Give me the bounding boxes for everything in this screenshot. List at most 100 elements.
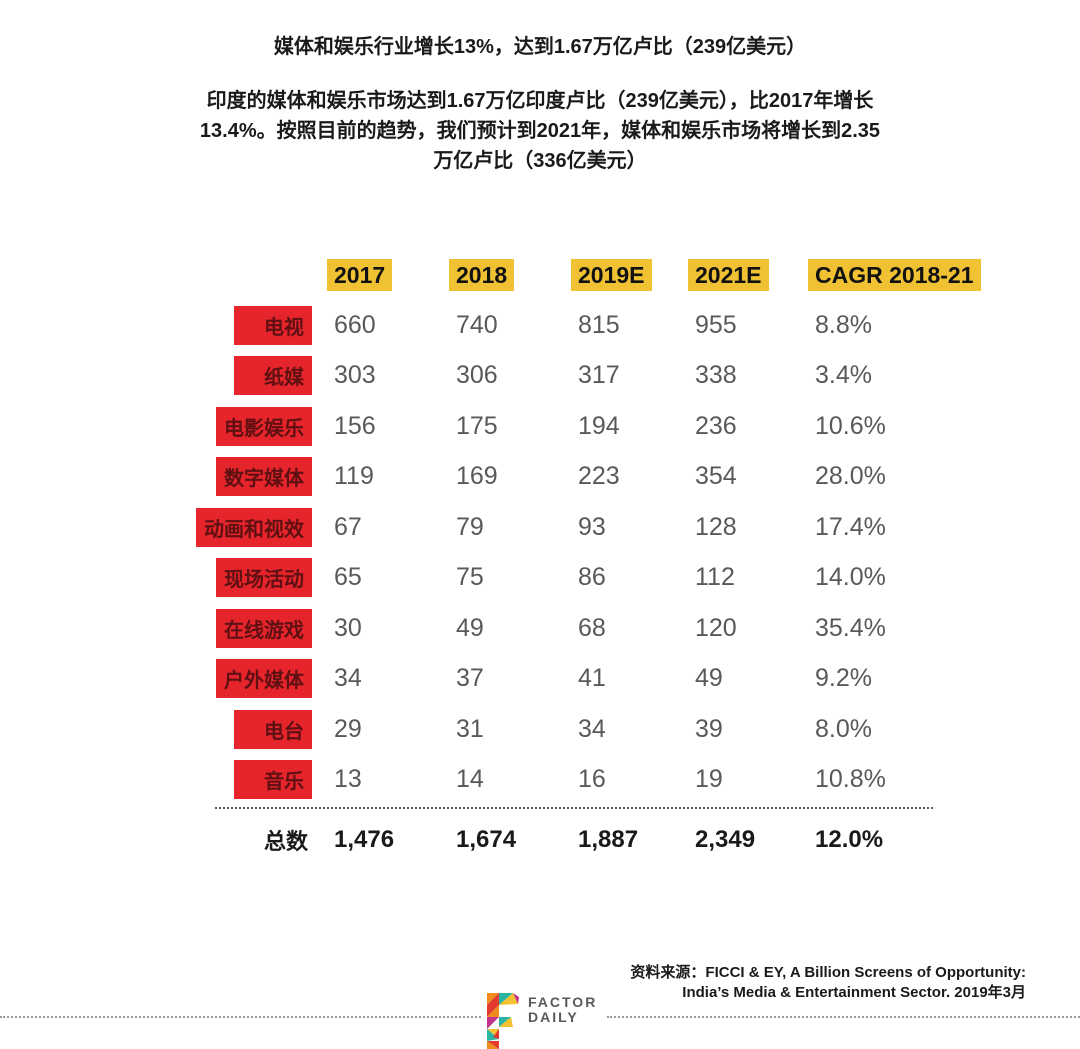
table-header-row: 2017 2018 2019E 2021E CAGR 2018-21 [0,250,1080,300]
column-header-cell: 2021E [673,259,793,291]
column-header-highlight: 2017 [327,259,393,291]
row-label-highlight: 纸媒 [234,356,312,396]
cell-value: 14.0% [815,563,886,592]
cell-value: 128 [695,512,737,541]
cell-value: 9.2% [815,664,872,693]
cell-value: 303 [334,361,376,390]
row-label-highlight: 电台 [234,709,312,749]
cell-value: 39 [695,714,723,743]
row-label-cell: 电视 [0,305,312,345]
column-header-highlight: 2021E [688,259,769,291]
table-row: 在线游戏 30 49 68 120 35.4% [0,603,1080,654]
logo-word-factor: FACTOR [528,994,598,1010]
row-label-cell: 电影娱乐 [0,406,312,446]
table-row: 音乐 13 14 16 19 10.8% [0,755,1080,806]
cell-value: 119 [334,462,374,491]
cell-value: 3.4% [815,361,872,390]
cell-value: 68 [578,613,606,642]
row-label-highlight: 动画和视效 [196,507,312,547]
cell-value: 35.4% [815,613,886,642]
media-entertainment-table: 2017 2018 2019E 2021E CAGR 2018-21 电视 660 740 8… [0,250,1080,805]
total-value: 1,476 [334,826,395,853]
cell-value: 815 [578,310,620,339]
total-value: 2,349 [695,826,756,853]
table-row: 动画和视效 67 79 93 128 17.4% [0,502,1080,553]
table-row: 数字媒体 119 169 223 354 28.0% [0,452,1080,503]
cell-value: 49 [456,613,484,642]
cell-value: 8.8% [815,310,872,339]
row-label-highlight: 电视 [234,305,312,345]
row-label-cell: 动画和视效 [0,507,312,547]
total-separator-dotted-line [215,807,933,809]
cell-value: 34 [334,664,362,693]
cell-value: 169 [456,462,498,491]
cell-value: 14 [456,765,484,794]
column-header-cell: CAGR 2018-21 [793,259,1080,291]
cell-value: 49 [695,664,723,693]
column-header-cell: 2017 [312,259,434,291]
cell-value: 67 [334,512,362,541]
cell-value: 17.4% [815,512,886,541]
cell-value: 86 [578,563,606,592]
column-header-highlight: 2018 [449,259,515,291]
cell-value: 30 [334,613,362,642]
column-header-highlight: 2019E [571,259,652,291]
row-label-highlight: 现场活动 [216,558,312,598]
cell-value: 306 [456,361,498,390]
cell-value: 65 [334,563,362,592]
cell-value: 31 [456,714,484,743]
row-label-cell: 纸媒 [0,356,312,396]
cell-value: 740 [456,310,498,339]
row-label-cell: 在线游戏 [0,608,312,648]
cell-value: 317 [578,361,620,390]
footer-dotted-line-left [0,1016,481,1018]
page-title: 媒体和娱乐行业增长13%，达到1.67万亿卢比（239亿美元） [273,36,807,58]
cell-value: 236 [695,411,737,440]
cell-value: 28.0% [815,462,886,491]
cell-value: 19 [695,765,723,794]
source-line-2: India’s Media & Entertainment Sector. 20… [682,984,1026,1001]
cell-value: 194 [578,411,620,440]
cell-value: 120 [695,613,737,642]
cell-value: 112 [695,563,735,592]
cell-value: 29 [334,714,362,743]
cell-value: 41 [578,664,606,693]
row-label-highlight: 数字媒体 [216,457,312,497]
row-label-highlight: 音乐 [234,760,312,800]
row-label-cell: 现场活动 [0,558,312,598]
cell-value: 354 [695,462,737,491]
row-label-cell: 户外媒体 [0,659,312,699]
cell-value: 223 [578,462,620,491]
total-label: 总数 [263,829,308,854]
table-row: 电影娱乐 156 175 194 236 10.6% [0,401,1080,452]
cell-value: 8.0% [815,714,872,743]
table-total-row: 总数 1,476 1,674 1,887 2,349 12.0% [0,818,1080,862]
cell-value: 156 [334,411,376,440]
logo-word-daily: DAILY [528,1009,579,1025]
cell-value: 10.6% [815,411,886,440]
cell-value: 660 [334,310,376,339]
cell-value: 75 [456,563,484,592]
cell-value: 37 [456,664,484,693]
column-header-cell: 2019E [556,259,673,291]
row-label-cell: 电台 [0,709,312,749]
factor-daily-f-mosaic-icon [487,993,519,1049]
row-label-highlight: 在线游戏 [216,608,312,648]
table-body: 电视 660 740 815 955 8.8% 纸媒 303 306 317 338 3.4% 电影娱乐… [0,300,1080,805]
total-value: 1,674 [456,826,517,853]
table-row: 电台 29 31 34 39 8.0% [0,704,1080,755]
cell-value: 93 [578,512,606,541]
table-row: 户外媒体 34 37 41 49 9.2% [0,654,1080,705]
intro-paragraph: 印度的媒体和娱乐市场达到1.67万亿印度卢比（239亿美元），比2017年增长 … [199,90,881,172]
source-line-1: 资料来源：FICCI & EY, A Billion Screens of Op… [630,964,1026,981]
total-value: 1,887 [578,826,639,853]
row-label-highlight: 电影娱乐 [216,406,312,446]
column-header-highlight: CAGR 2018-21 [808,259,981,291]
source-attribution: 资料来源：FICCI & EY, A Billion Screens of Op… [630,963,1026,1003]
cell-value: 34 [578,714,606,743]
cell-value: 13 [334,765,362,794]
row-label-cell: 数字媒体 [0,457,312,497]
table-row: 电视 660 740 815 955 8.8% [0,300,1080,351]
row-label-cell: 音乐 [0,760,312,800]
table-row: 纸媒 303 306 317 338 3.4% [0,351,1080,402]
